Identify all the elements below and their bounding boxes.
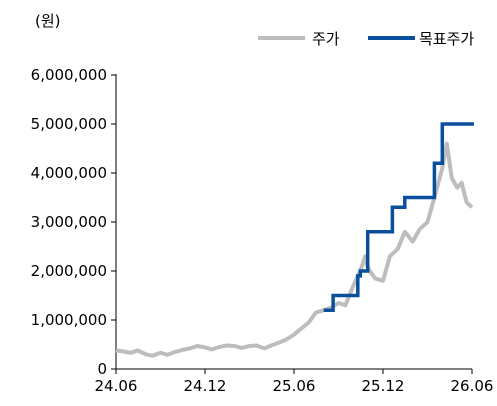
legend-label-stock-price: 주가 bbox=[312, 30, 340, 48]
x-tick-label: 24.12 bbox=[184, 377, 227, 395]
series-line-target-price bbox=[323, 122, 474, 312]
series-line-stock-price bbox=[115, 141, 474, 358]
axes: 0 1,000,000 2,000,000 3,000,000 4,000,000 5,0… bbox=[31, 66, 494, 395]
y-tick-label: 5,000,000 bbox=[31, 115, 107, 133]
y-tick-label: 2,000,000 bbox=[31, 262, 107, 280]
legend: 주가 목표주가 bbox=[258, 30, 474, 48]
x-tick-label: 25.12 bbox=[362, 377, 405, 395]
legend-label-target-price: 목표주가 bbox=[419, 30, 474, 48]
y-tick-label: 3,000,000 bbox=[31, 213, 107, 231]
y-tick-label: 6,000,000 bbox=[31, 66, 107, 84]
x-tick-label: 24.06 bbox=[95, 377, 138, 395]
x-tick-label: 25.06 bbox=[273, 377, 316, 395]
plot-area bbox=[115, 122, 474, 358]
y-tick-label: 1,000,000 bbox=[31, 311, 107, 329]
y-tick-label: 0 bbox=[97, 360, 107, 378]
x-tick-label: 26.06 bbox=[451, 377, 494, 395]
y-tick-label: 4,000,000 bbox=[31, 164, 107, 182]
y-axis-unit-label: (원) bbox=[35, 12, 61, 30]
